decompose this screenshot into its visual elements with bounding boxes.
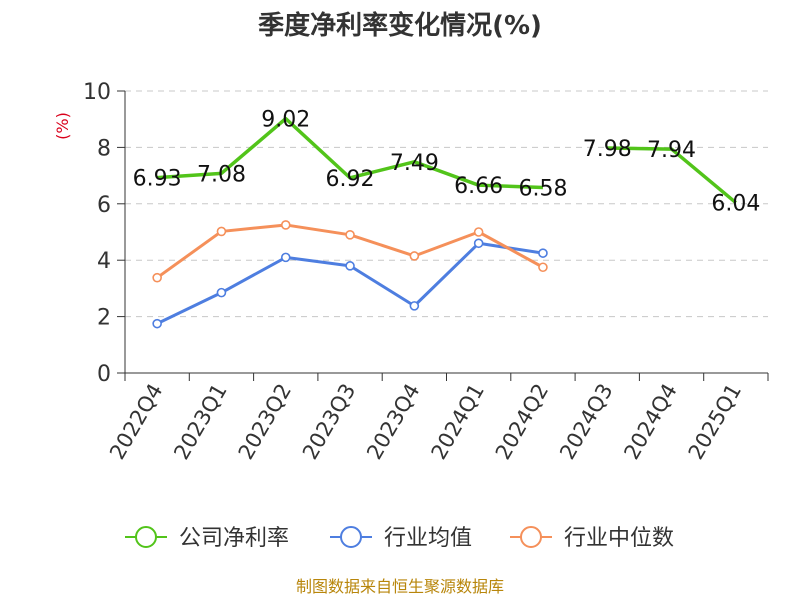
data-labels: 6.93 7.08 9.02 6.92 7.49 6.66 6.58 7.98 7.94 6.04 [133,108,761,217]
source-note: 制图数据来自恒生聚源数据库 [296,577,504,596]
x-tick-label: 2023Q1 [169,380,231,464]
legend-label: 行业均值 [384,526,472,551]
y-axis-unit: (%) [53,112,72,140]
x-tick-label: 2023Q3 [298,380,360,464]
legend-label: 行业中位数 [564,526,674,551]
y-tick-label: 2 [97,306,111,331]
data-label: 9.02 [261,108,310,133]
data-label: 6.66 [454,174,503,199]
series-group [152,116,737,329]
y-tick-label: 6 [97,193,111,218]
series-point [409,251,420,261]
series-point [280,220,291,230]
series-point [409,301,420,311]
x-tick-label: 2025Q1 [684,380,746,464]
x-tick-label: 2023Q4 [362,380,424,464]
legend-label: 公司净利率 [179,526,289,551]
y-tick-label: 0 [97,362,111,387]
x-tick-label: 2022Q4 [105,380,167,464]
series-point [538,262,548,273]
data-label: 6.04 [711,192,760,217]
series-line [607,146,737,205]
legend-marker [135,526,157,548]
data-label: 7.08 [197,162,246,187]
legend: 公司净利率 行业均值 行业中位数 [125,526,674,551]
x-tick-label: 2024Q4 [619,380,681,464]
data-label: 7.98 [583,137,632,162]
series-point [280,252,291,263]
series-point [152,318,162,329]
series-point [538,248,548,258]
series-point [152,272,162,283]
x-tick-label: 2024Q2 [491,380,553,464]
y-tick-label: 4 [97,249,111,274]
series-point [216,226,227,237]
series-point [473,227,484,237]
data-label: 7.49 [390,151,439,176]
chart-title: 季度净利率变化情况(%) [258,10,542,41]
x-tick-label: 2024Q1 [427,380,489,464]
y-tick-label: 10 [83,80,111,105]
data-label: 6.58 [518,176,567,201]
series-line [156,241,544,326]
legend-marker [340,526,362,548]
y-tick-label: 8 [97,136,111,161]
series-point [345,261,355,271]
x-tick-label: 2023Q2 [234,380,296,464]
series-point [473,238,484,249]
data-label: 6.93 [133,167,182,192]
series-point [345,230,355,240]
x-tick-label: 2024Q3 [555,380,617,464]
legend-marker [520,526,542,548]
data-label: 7.94 [647,138,696,163]
grid-lines [125,90,768,318]
data-label: 6.92 [326,167,375,192]
series-line [157,116,544,190]
series-point [216,287,227,298]
